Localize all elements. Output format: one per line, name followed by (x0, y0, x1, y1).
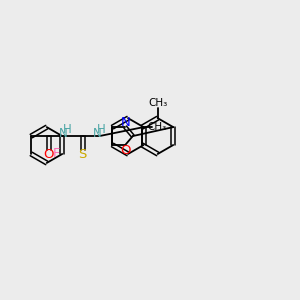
Text: H: H (97, 123, 106, 136)
Text: N: N (59, 127, 68, 140)
Text: O: O (120, 144, 130, 157)
Text: F: F (53, 148, 60, 160)
Text: N: N (120, 116, 130, 129)
Text: O: O (44, 148, 54, 161)
Text: CH₃: CH₃ (148, 98, 167, 109)
Text: H: H (63, 123, 72, 136)
Text: N: N (93, 127, 102, 140)
Text: CH₃: CH₃ (148, 122, 167, 132)
Text: S: S (79, 148, 87, 161)
